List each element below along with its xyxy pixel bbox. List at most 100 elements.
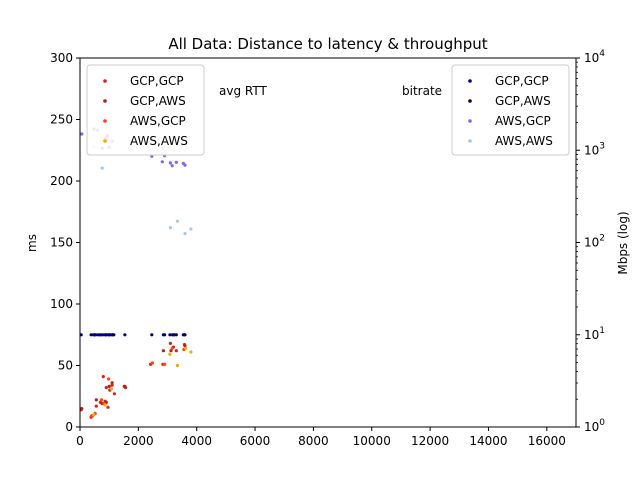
left-series-3-point-1 xyxy=(103,403,107,407)
left-series-3-point-5 xyxy=(175,363,179,368)
left-series-3-point-4 xyxy=(168,352,172,356)
right-legend-marker-3 xyxy=(468,139,472,143)
x-tick-label-0: 0 xyxy=(76,434,84,448)
left-y-tick-label-0: 0 xyxy=(65,420,73,434)
left-series-1-point-11 xyxy=(183,344,187,348)
chart-title: All Data: Distance to latency & throughp… xyxy=(168,35,487,53)
right-annotation: bitrate xyxy=(402,84,442,98)
left-series-0-point-2 xyxy=(94,404,98,408)
right-series-2-point-11 xyxy=(168,161,172,165)
right-y-axis-label: Mbps (log) xyxy=(616,211,630,274)
left-series-0-point-16 xyxy=(174,349,178,353)
left-series-3-point-0 xyxy=(92,413,96,417)
right-legend-label-3: AWS,AWS xyxy=(495,134,553,148)
right-series-3-point-4 xyxy=(183,232,187,236)
right-series-3-point-5 xyxy=(189,227,193,231)
left-y-tick-label-5: 250 xyxy=(50,113,73,127)
left-series-3-point-6 xyxy=(184,346,188,350)
right-legend-box xyxy=(451,64,570,156)
left-legend-marker-1 xyxy=(103,99,107,103)
right-y-tick-label-4: 104 xyxy=(584,49,605,65)
left-legend-marker-3 xyxy=(103,139,107,143)
annotations-layer: avg RTT bitrate xyxy=(219,84,442,98)
left-legend-label-0: GCP,GCP xyxy=(130,74,184,88)
left-series-2-point-5 xyxy=(107,377,111,381)
right-legend-label-2: AWS,GCP xyxy=(495,114,551,128)
right-series-3-point-3 xyxy=(175,219,179,223)
left-series-0-point-15 xyxy=(168,341,172,345)
right-series-3-point-2 xyxy=(168,226,172,230)
right-y-axis: 100 101 102 103 104 xyxy=(576,49,605,434)
right-series-2-point-0 xyxy=(80,132,84,136)
left-series-2-point-2 xyxy=(100,398,104,402)
right-legend-marker-2 xyxy=(468,119,472,123)
left-series-2-point-7 xyxy=(163,362,167,366)
right-series-2-point-15 xyxy=(183,163,187,167)
x-tick-label-8: 16000 xyxy=(528,434,566,448)
left-series-1-point-4 xyxy=(104,400,108,404)
right-series-1-point-4 xyxy=(111,333,115,337)
left-legend-label-2: AWS,GCP xyxy=(130,114,186,128)
right-series-2-point-13 xyxy=(174,160,178,164)
right-y-tick-label-0: 100 xyxy=(584,418,605,434)
left-annotation: avg RTT xyxy=(219,84,267,98)
right-series-1-point-1 xyxy=(98,333,102,337)
x-tick-label-1: 2000 xyxy=(123,434,154,448)
right-series-2-point-12 xyxy=(170,164,174,168)
right-series-1-point-5 xyxy=(163,333,167,337)
right-series-1-point-8 xyxy=(182,333,187,337)
left-y-tick-label-3: 150 xyxy=(50,236,73,250)
x-axis: 0 2000 4000 6000 8000 10000 12000 14000 16000 xyxy=(76,427,566,448)
right-series-0-point-1 xyxy=(89,333,93,337)
right-series-1-point-2 xyxy=(104,333,108,337)
left-series-1-point-5 xyxy=(107,384,111,388)
left-y-tick-label-4: 200 xyxy=(50,174,73,188)
right-series-3-point-1 xyxy=(100,166,104,170)
left-series-2-point-8 xyxy=(170,346,174,350)
right-legend-label-1: GCP,AWS xyxy=(495,94,551,108)
right-y-tick-label-1: 101 xyxy=(584,326,605,342)
right-series-0-point-15 xyxy=(150,333,154,337)
left-legend-marker-0 xyxy=(103,79,107,83)
x-tick-label-6: 12000 xyxy=(411,434,449,448)
right-series-1-point-3 xyxy=(107,333,111,337)
left-legend-label-3: AWS,AWS xyxy=(130,134,188,148)
left-series-0-point-4 xyxy=(101,375,105,379)
right-y-tick-label-3: 103 xyxy=(584,141,605,157)
x-tick-label-5: 10000 xyxy=(353,434,391,448)
x-tick-label-7: 14000 xyxy=(469,434,507,448)
left-series-3-point-7 xyxy=(189,350,193,354)
left-legend-marker-2 xyxy=(103,119,107,123)
right-legend-label-0: GCP,GCP xyxy=(495,74,549,88)
right-series-2-point-9 xyxy=(160,160,164,164)
left-legend: GCP,GCP GCP,AWS AWS,GCP AWS,AWS xyxy=(86,64,205,156)
left-series-1-point-2 xyxy=(94,398,98,402)
right-y-tick-label-2: 102 xyxy=(584,234,605,250)
left-series-1-point-0 xyxy=(80,407,84,411)
right-series-1-point-6 xyxy=(171,333,175,337)
left-legend-box xyxy=(86,64,205,156)
left-y-tick-label-2: 100 xyxy=(50,297,73,311)
left-series-1-point-6 xyxy=(110,381,114,385)
right-legend: GCP,GCP GCP,AWS AWS,GCP AWS,AWS xyxy=(451,64,570,156)
left-y-tick-label-1: 50 xyxy=(58,359,73,373)
right-legend-marker-0 xyxy=(468,79,472,83)
left-series-1-point-8 xyxy=(161,349,165,353)
right-series-1-point-0 xyxy=(93,333,97,337)
right-series-1-point-7 xyxy=(174,333,178,337)
left-series-1-point-7 xyxy=(123,384,127,388)
left-y-axis-label: ms xyxy=(25,234,39,252)
left-series-3-point-3 xyxy=(109,387,114,391)
x-tick-label-2: 4000 xyxy=(181,434,212,448)
left-legend-label-1: GCP,AWS xyxy=(130,94,186,108)
x-tick-label-3: 6000 xyxy=(240,434,271,448)
left-series-1-point-9 xyxy=(169,349,173,353)
left-series-0-point-10 xyxy=(112,392,116,396)
left-y-axis: 0 50 100 150 200 250 300 xyxy=(50,51,80,434)
left-series-0-point-7 xyxy=(106,405,110,409)
left-series-0-point-9 xyxy=(110,383,114,387)
right-series-0-point-17 xyxy=(168,333,172,337)
left-series-0-point-6 xyxy=(104,386,108,390)
right-legend-marker-1 xyxy=(468,99,472,103)
